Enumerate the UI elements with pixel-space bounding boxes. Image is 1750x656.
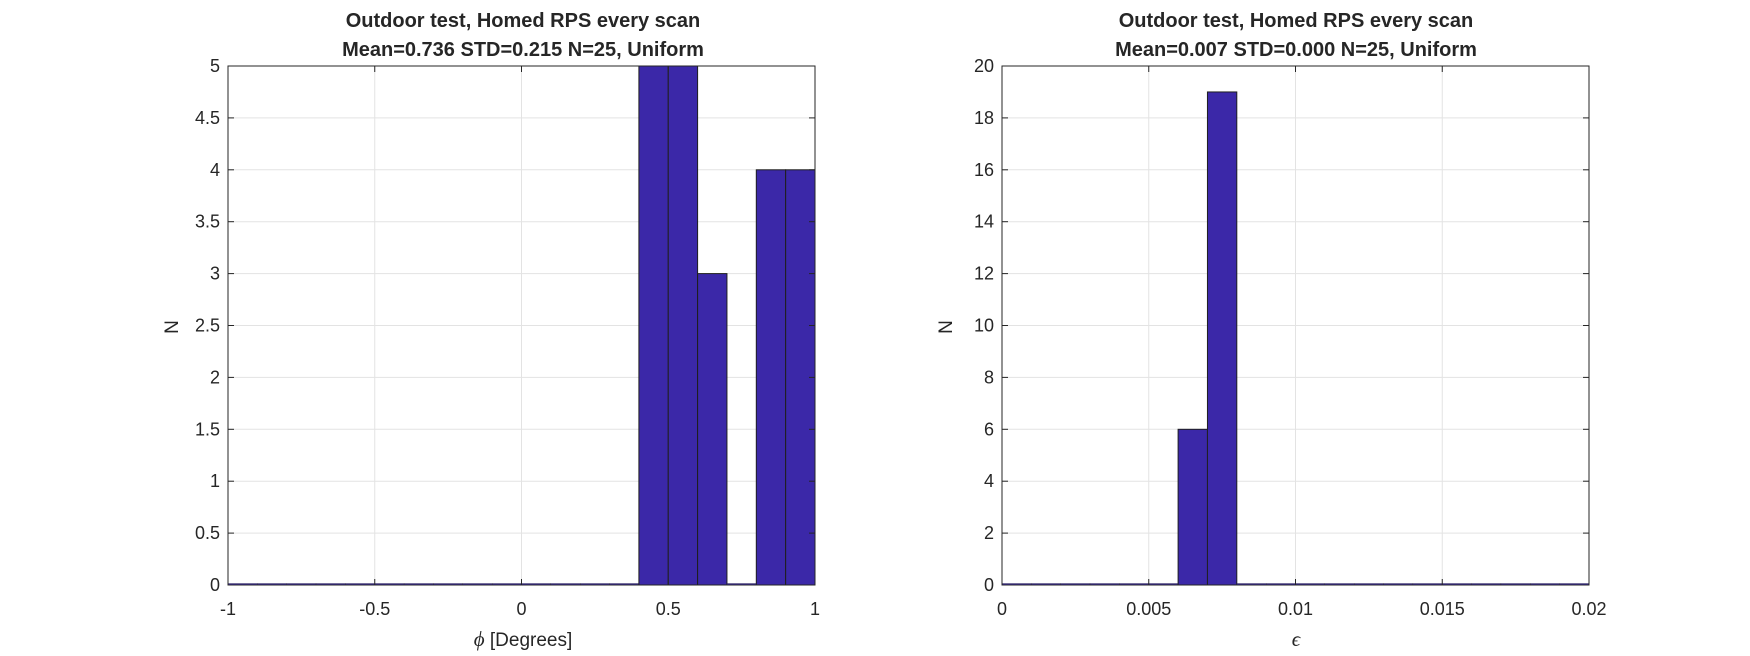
y-tick-label: 0 xyxy=(210,575,220,595)
x-tick-labels: -1 -0.5 0 0.5 1 xyxy=(220,599,820,619)
bars xyxy=(1001,91,1590,586)
histogram-phi: Outdoor test, Homed RPS every scan Mean=… xyxy=(162,10,820,651)
y-axis-label: N xyxy=(162,320,183,334)
chart-title-line2: Mean=0.007 STD=0.000 N=25, Uniform xyxy=(1115,39,1477,61)
histogram-bar xyxy=(1177,428,1208,586)
y-tick-label: 10 xyxy=(974,316,994,336)
x-tick-label: 0.01 xyxy=(1278,599,1313,619)
y-tick-label: 4 xyxy=(984,471,994,491)
y-tick-label: 2.5 xyxy=(195,316,220,336)
y-tick-label: 4 xyxy=(210,160,220,180)
y-tick-label: 4.5 xyxy=(195,108,220,128)
tick-marks xyxy=(227,65,816,586)
y-tick-labels: 0 0.5 1 1.5 2 2.5 3 3.5 4 4.5 5 xyxy=(195,56,220,595)
y-tick-label: 6 xyxy=(984,419,994,439)
x-tick-label: 0.02 xyxy=(1571,599,1606,619)
y-tick-label: 16 xyxy=(974,160,994,180)
x-axis-symbol: ϕ xyxy=(474,627,485,651)
chart-title-line1: Outdoor test, Homed RPS every scan xyxy=(346,10,701,32)
histogram-bar xyxy=(667,65,699,586)
y-tick-label: 1 xyxy=(210,471,220,491)
y-axis-label: N xyxy=(936,320,957,334)
x-axis-label: ϵ xyxy=(1292,627,1302,651)
chart-title-line1: Outdoor test, Homed RPS every scan xyxy=(1119,10,1474,32)
x-axis-label: ϕ [Degrees] xyxy=(474,627,573,651)
chart-title-line2: Mean=0.736 STD=0.215 N=25, Uniform xyxy=(342,39,704,61)
x-axis-symbol: ϵ xyxy=(1292,627,1302,651)
x-tick-label: 0 xyxy=(516,599,526,619)
x-tick-label: 0.015 xyxy=(1420,599,1465,619)
y-tick-label: 5 xyxy=(210,56,220,76)
y-tick-label: 14 xyxy=(974,212,994,232)
tick-marks xyxy=(1001,65,1590,586)
histogram-bar xyxy=(638,65,669,586)
y-tick-label: 0.5 xyxy=(195,523,220,543)
x-tick-label: 1 xyxy=(810,599,820,619)
x-tick-label: 0 xyxy=(997,599,1007,619)
histogram-epsilon: Outdoor test, Homed RPS every scan Mean=… xyxy=(936,10,1607,651)
y-tick-label: 0 xyxy=(984,575,994,595)
x-axis-unit: [Degrees] xyxy=(485,630,573,651)
y-tick-label: 20 xyxy=(974,56,994,76)
histogram-bar xyxy=(755,169,787,586)
y-tick-label: 8 xyxy=(984,367,994,387)
y-tick-label: 2 xyxy=(210,367,220,387)
y-tick-label: 1.5 xyxy=(195,419,220,439)
x-tick-label: 0.005 xyxy=(1126,599,1171,619)
x-tick-label: -0.5 xyxy=(359,599,390,619)
x-tick-label: 0.5 xyxy=(656,599,681,619)
y-tick-labels: 0 2 4 6 8 10 12 14 16 18 20 xyxy=(974,56,994,595)
histogram-bar xyxy=(1206,91,1238,586)
y-tick-label: 3.5 xyxy=(195,212,220,232)
x-tick-label: -1 xyxy=(220,599,236,619)
y-tick-label: 12 xyxy=(974,264,994,284)
histogram-bar xyxy=(697,273,728,586)
x-tick-labels: 0 0.005 0.01 0.015 0.02 xyxy=(997,599,1607,619)
y-tick-label: 3 xyxy=(210,264,220,284)
y-tick-label: 18 xyxy=(974,108,994,128)
y-tick-label: 2 xyxy=(984,523,994,543)
